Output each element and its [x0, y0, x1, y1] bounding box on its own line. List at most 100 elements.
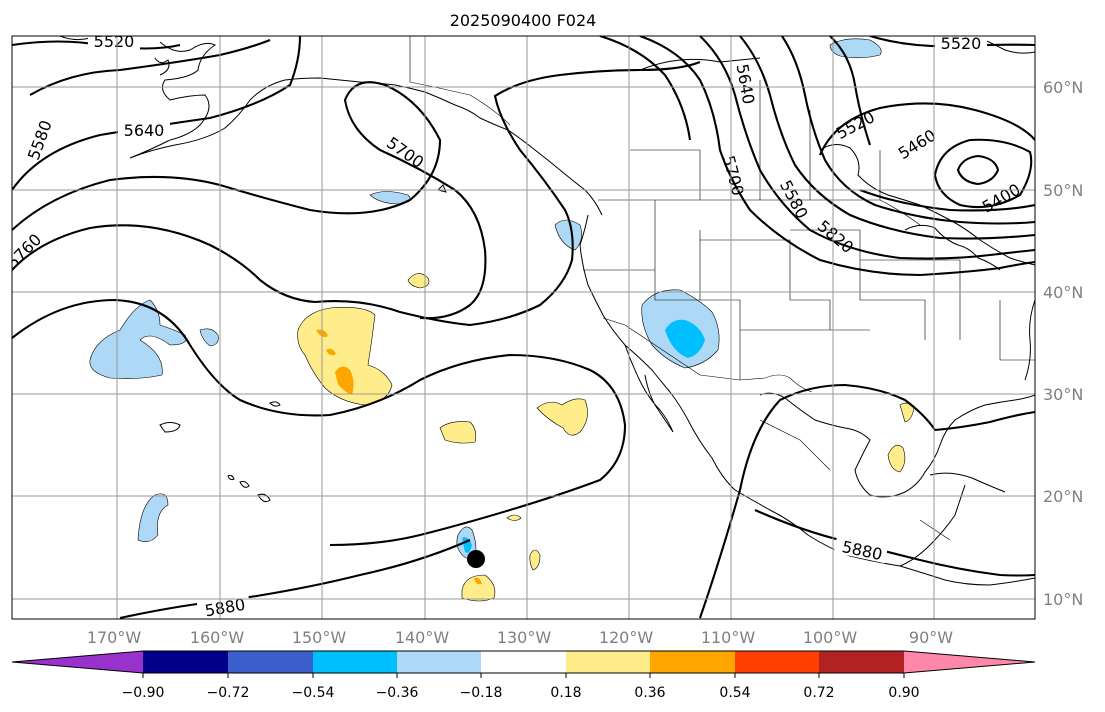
colorbar-tick-label: 0.72 [803, 685, 834, 701]
border-alaska-canada [409, 36, 511, 126]
map-area: 5520 5520 5640 5640 5580 5700 5700 5760 … [12, 32, 1035, 619]
lon-label: 170°W [87, 628, 142, 647]
colorbar-tick-label: −0.72 [207, 685, 250, 701]
colorbar-extend-low [12, 651, 143, 673]
contour-label: 5520 [941, 34, 982, 53]
coast-great-lakes [904, 224, 1001, 271]
colorbar-segment [735, 651, 819, 673]
shading-blue-west-pacific [89, 299, 187, 379]
coast-island-3 [437, 184, 447, 193]
colorbar-tick-label: −0.36 [376, 685, 419, 701]
lon-label: 150°W [292, 628, 347, 647]
political-borders [409, 36, 1035, 541]
contour-e-3 [739, 36, 1035, 240]
contour-label: 5640 [124, 121, 165, 140]
border-mexico-interior [759, 419, 951, 541]
contour-label: 5520 [94, 32, 135, 51]
shading-orange-central-pacific [335, 366, 354, 395]
lon-label: 160°W [190, 628, 245, 647]
colorbar-tick-label: −0.90 [122, 685, 165, 701]
coast-west-us [579, 214, 1035, 586]
colorbar-segment [397, 651, 481, 673]
map-title: 2025090400 F024 [450, 11, 597, 30]
contour-5880-s [119, 539, 471, 619]
contour-e-6 [599, 36, 692, 141]
anomaly-shading [89, 38, 915, 602]
coast-hawaii-1 [257, 493, 271, 503]
colorbar-segment [819, 651, 904, 673]
lat-label: 10°N [1043, 590, 1083, 609]
contour-5880-e [699, 383, 1035, 619]
contour-e-4 [781, 36, 1035, 225]
shading-yellow-mid [439, 421, 477, 444]
location-marker-dot [467, 550, 485, 568]
colorbar-segment [313, 651, 397, 673]
latitude-labels: 60°N 50°N 40°N 30°N 20°N 10°N [1043, 78, 1083, 609]
contour-5880-e2 [754, 509, 1035, 577]
contour-5580-w [29, 39, 271, 96]
lon-label: 120°W [599, 628, 654, 647]
contour-5640 [12, 36, 302, 191]
coast-island-2 [269, 401, 281, 407]
contour-e-2 [699, 36, 1035, 260]
lon-label: 130°W [497, 628, 552, 647]
colorbar-segment [143, 651, 228, 673]
lat-label: 40°N [1043, 283, 1083, 302]
shading-yellow-east [536, 398, 588, 436]
coast-alaska-pen [154, 57, 170, 76]
colorbar-segment [228, 651, 313, 673]
lon-label: 110°W [701, 628, 756, 647]
border-states-2 [700, 239, 870, 331]
contour-5460 [819, 102, 1035, 212]
shading-yellow-north [407, 273, 430, 289]
shading-yellow-gulf [887, 444, 906, 473]
border-canada-prov [630, 80, 881, 200]
lat-label: 50°N [1043, 181, 1083, 200]
map-frame [11, 35, 1036, 620]
coast-alaska-south [59, 36, 91, 41]
shading-yellow-small-1 [506, 514, 522, 521]
colorbar-tick-labels: −0.90 −0.72 −0.54 −0.36 −0.18 0.18 0.36 … [122, 685, 920, 701]
shading-yellow-dot-area [461, 574, 496, 602]
lat-label: 20°N [1043, 487, 1083, 506]
coast-gulf [759, 392, 1035, 498]
height-contours [12, 36, 1035, 619]
contour-5400 [933, 138, 1033, 209]
colorbar-ticks [142, 673, 905, 678]
colorbar-extend-high [904, 651, 1035, 673]
coast-hawaii-2 [239, 481, 250, 488]
shading-yellow-small-2 [529, 549, 541, 571]
coast-north-canada [639, 57, 761, 71]
shading-orange-dot-area [474, 577, 482, 585]
contour-e-1 [639, 36, 1035, 277]
lon-label: 140°W [395, 628, 450, 647]
shading-blue-coast [554, 219, 582, 251]
border-states-3 [699, 229, 926, 340]
colorbar-segment [650, 651, 735, 673]
coast-east [1024, 299, 1035, 381]
contour-5760 [12, 61, 701, 327]
coast-hawaii-3 [227, 474, 235, 481]
colorbar-tick-label: 0.18 [550, 685, 581, 701]
contour-5700-loop [12, 81, 487, 320]
contour-e-5 [829, 36, 871, 146]
colorbar: −0.90 −0.72 −0.54 −0.36 −0.18 0.18 0.36 … [11, 650, 1036, 701]
shading-orange-small-2 [326, 348, 336, 356]
colorbar-segment [566, 651, 650, 673]
colorbar-segment [481, 651, 566, 673]
colorbar-tick-label: 0.90 [888, 685, 919, 701]
coast-baja [624, 344, 674, 433]
colorbar-tick-label: 0.54 [719, 685, 750, 701]
shading-blue-south [137, 493, 169, 542]
colorbar-tick-label: −0.54 [292, 685, 335, 701]
lat-label: 60°N [1043, 78, 1083, 97]
coast-island-1 [159, 422, 181, 433]
contour-5820 [12, 298, 627, 547]
border-states-4 [740, 259, 1035, 361]
border-us-canada [598, 199, 921, 226]
longitude-labels: 170°W 160°W 150°W 140°W 130°W 120°W 110°… [87, 628, 953, 647]
contour-low-center [956, 154, 1000, 186]
shading-blue-small [199, 328, 219, 347]
coast-cuba [929, 472, 1006, 493]
